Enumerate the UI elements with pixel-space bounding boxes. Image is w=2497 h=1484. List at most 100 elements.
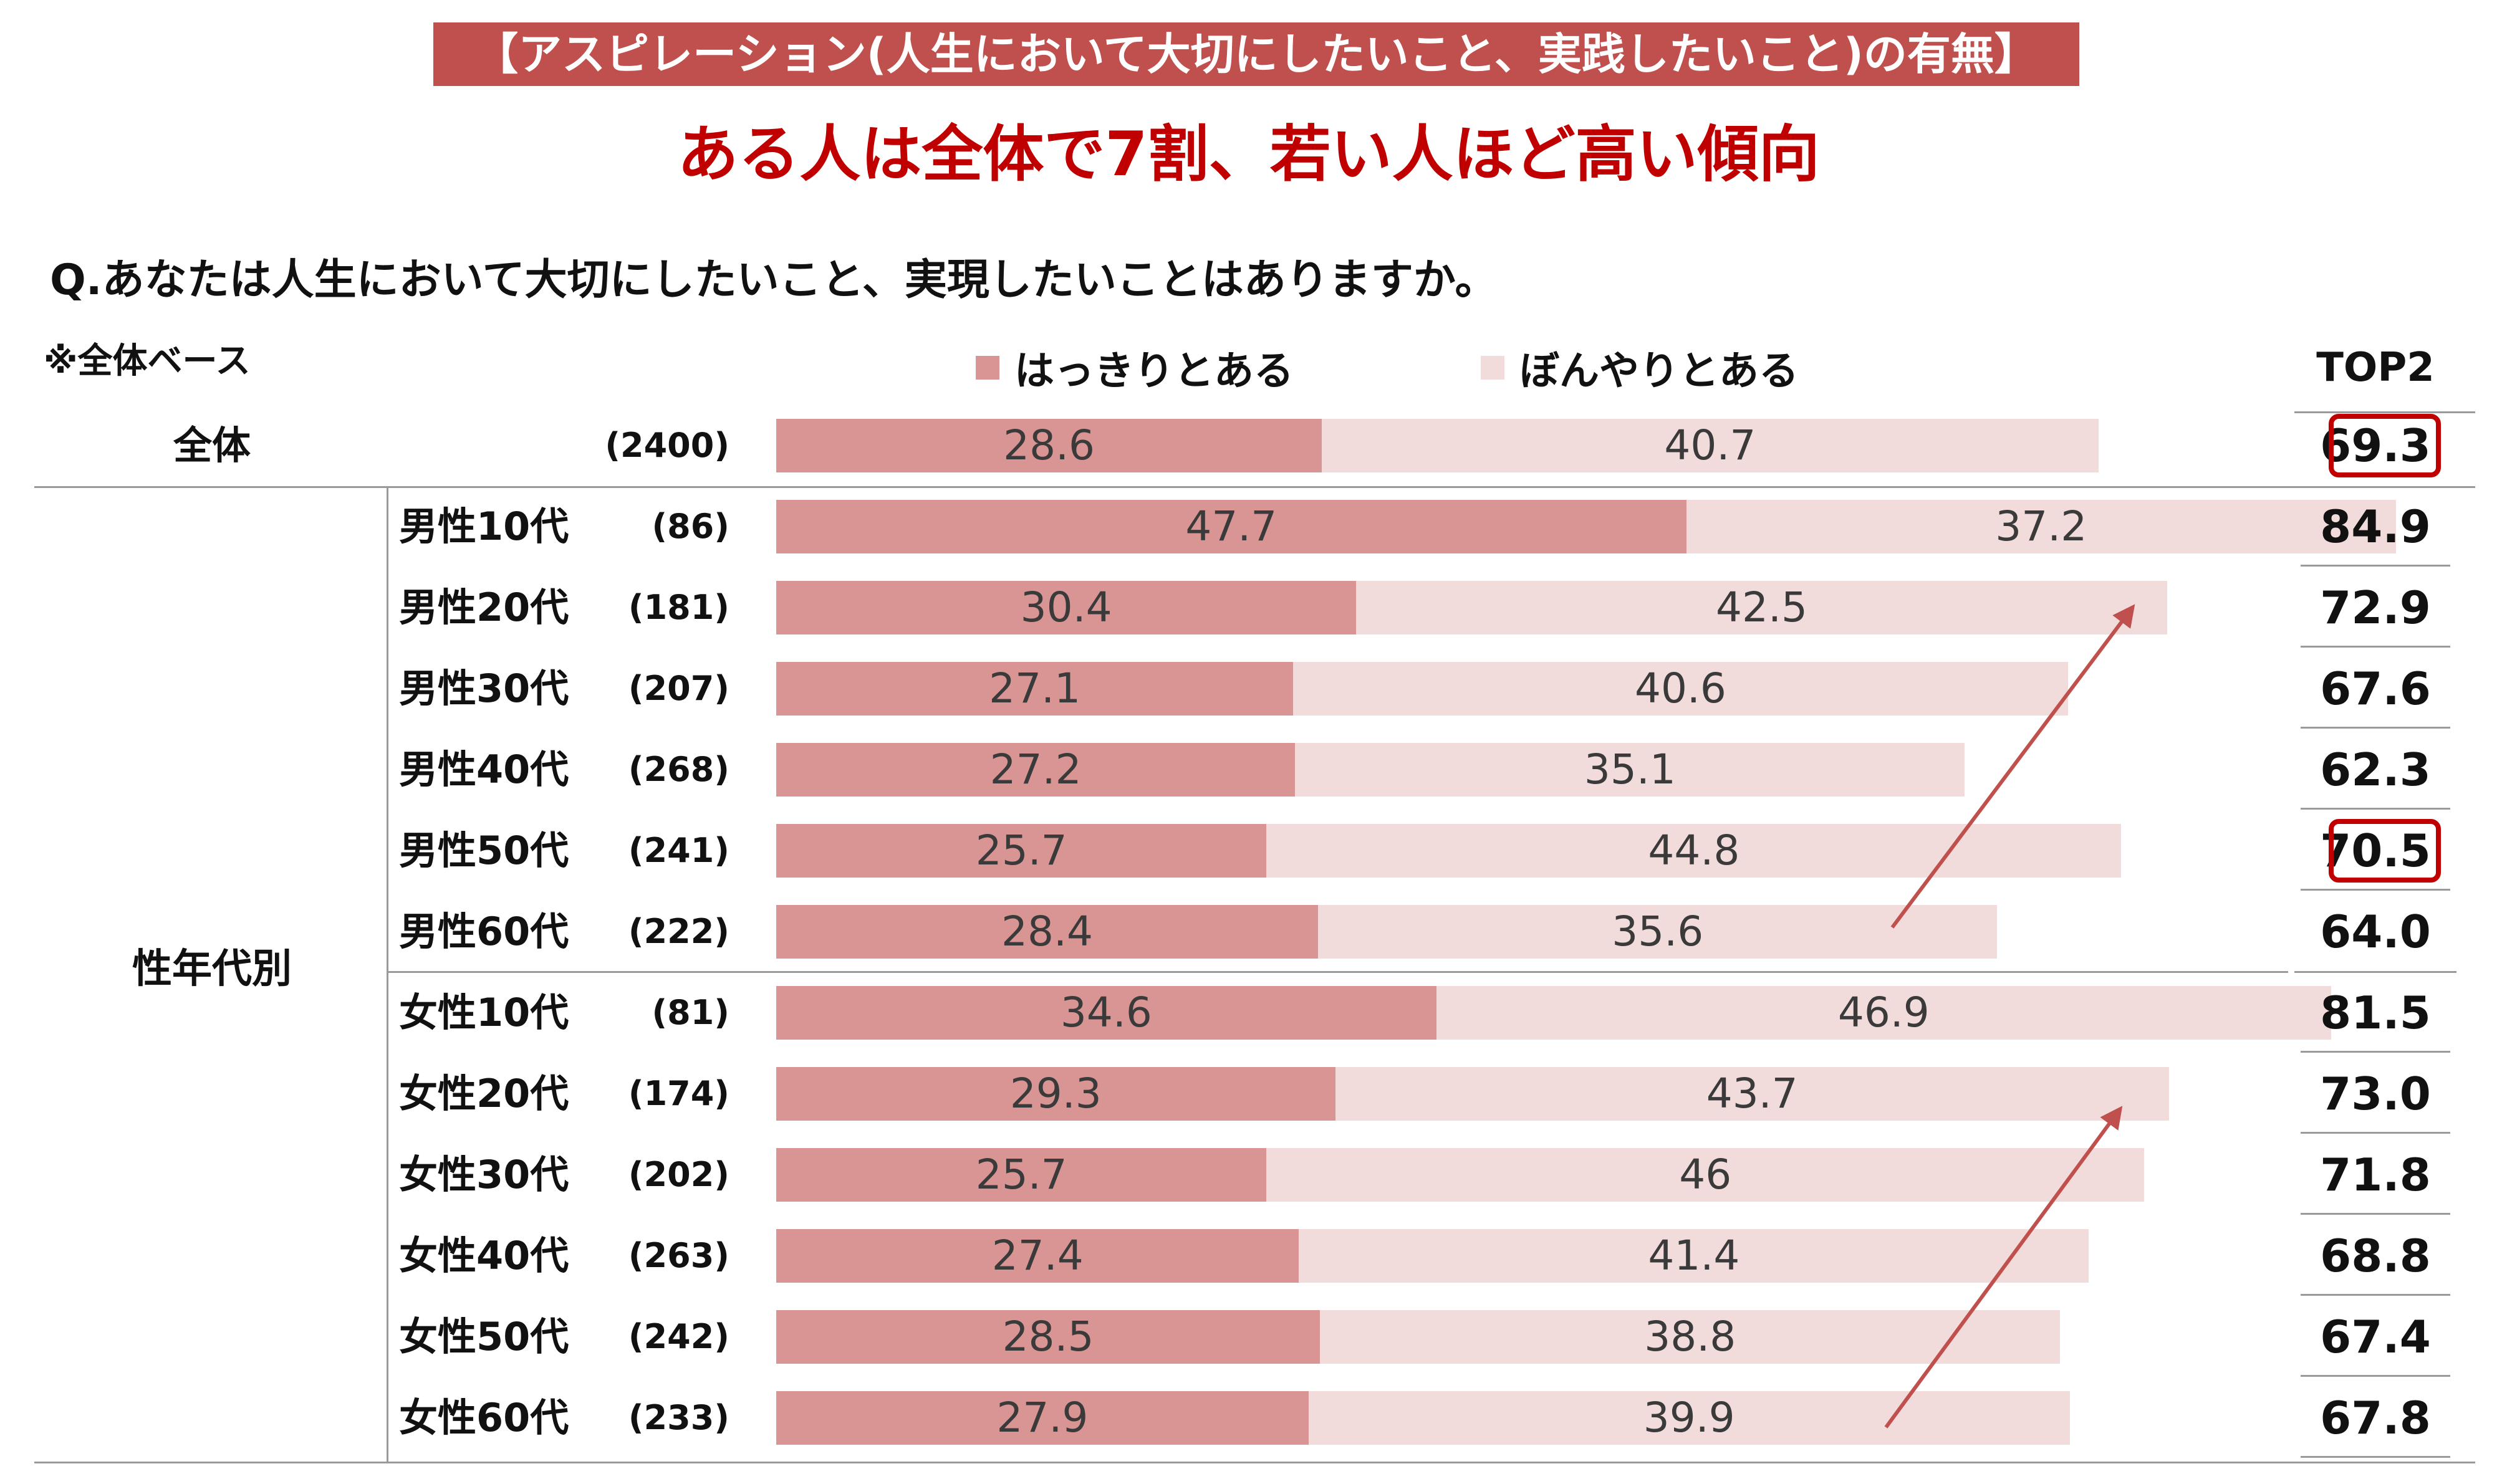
top2-row-divider — [2301, 889, 2450, 891]
bar-row: 男性50代 (241) 25.7 44.8 70.5 — [0, 810, 2497, 891]
top2-row-divider — [2301, 1051, 2450, 1053]
bar-row: 男性30代 (207) 27.1 40.6 67.6 — [0, 648, 2497, 729]
legend-swatch-vague — [1481, 356, 1504, 380]
bar-segment-clear: 30.4 — [776, 581, 1357, 634]
top2-value: 81.5 — [2320, 987, 2431, 1039]
bar-segment-vague: 40.6 — [1293, 662, 2068, 716]
top2-value: 64.0 — [2320, 906, 2431, 958]
category-label: 全体 — [173, 423, 251, 468]
bar-segment-clear: 47.7 — [776, 500, 1686, 553]
bar-row: 男性10代 (86) 47.7 37.2 84.9 — [0, 486, 2497, 567]
top2-row-divider — [2301, 727, 2450, 729]
top2-value: 84.9 — [2320, 500, 2431, 553]
sample-size: (202) — [628, 1155, 729, 1194]
bar-segment-vague: 46 — [1266, 1148, 2144, 1202]
bar-row: 男性20代 (181) 30.4 42.5 72.9 — [0, 567, 2497, 648]
bar-segment-vague: 46.9 — [1436, 986, 2331, 1040]
group-label: 性年代別 — [132, 946, 292, 992]
bar-segment-clear: 28.4 — [776, 905, 1319, 959]
bar-segment-vague: 44.8 — [1266, 824, 2122, 878]
top2-value: 67.6 — [2320, 663, 2431, 715]
category-label: 女性30代 — [399, 1152, 569, 1197]
sample-size: (181) — [628, 588, 729, 627]
sample-size: (241) — [628, 831, 729, 870]
banner-title: 【アスピレーション(人生において大切にしたいこと、実践したいこと)の有無】 — [433, 22, 2079, 86]
bar-segment-clear: 25.7 — [776, 824, 1267, 878]
sample-size: (81) — [652, 993, 729, 1032]
top2-value: 71.8 — [2320, 1149, 2431, 1201]
top2-row-divider — [2301, 1132, 2450, 1134]
top2-row-divider — [2301, 565, 2450, 567]
top2-row-divider — [2301, 1375, 2450, 1377]
category-label: 女性60代 — [399, 1395, 569, 1440]
category-label: 女性10代 — [399, 990, 569, 1035]
bar-segment-clear: 25.7 — [776, 1148, 1267, 1202]
bar-segment-vague: 39.9 — [1308, 1391, 2070, 1445]
bar-segment-clear: 27.1 — [776, 662, 1294, 716]
top2-highlight-box — [2329, 414, 2441, 477]
bar-row: 女性60代 (233) 27.9 39.9 67.8 — [0, 1377, 2497, 1458]
sample-size: (242) — [628, 1317, 729, 1356]
bar-segment-clear: 27.4 — [776, 1229, 1299, 1283]
question-text: Q.あなたは人生において大切にしたいこと、実現したいことはありますか。 — [50, 256, 1498, 305]
bar-row: 女性40代 (263) 27.4 41.4 68.8 — [0, 1215, 2497, 1296]
top2-value: 73.0 — [2320, 1068, 2431, 1120]
legend-swatch-clear — [976, 356, 999, 380]
bar-segment-vague: 35.1 — [1295, 743, 1965, 797]
top2-divider — [2294, 411, 2475, 413]
total-divider — [34, 486, 2475, 488]
sample-size: (207) — [628, 669, 729, 708]
sample-size: (222) — [628, 912, 729, 951]
bar-segment-vague: 42.5 — [1356, 581, 2167, 634]
bar-segment-clear: 27.9 — [776, 1391, 1309, 1445]
headline: ある人は全体で7割、若い人ほど高い傾向 — [677, 119, 1820, 190]
top2-row-divider — [2301, 1213, 2450, 1215]
sample-size: (268) — [628, 750, 729, 789]
bar-row: 女性50代 (242) 28.5 38.8 67.4 — [0, 1296, 2497, 1377]
legend-item-vague: ぼんやりとある — [1481, 343, 1799, 395]
top2-value: 70.5 — [2320, 825, 2431, 877]
sample-size: (2400) — [605, 426, 729, 465]
top2-row-divider — [2301, 646, 2450, 648]
bar-segment-vague: 35.6 — [1318, 905, 1998, 959]
top2-row-divider — [2301, 808, 2450, 810]
gender-divider — [387, 971, 2288, 973]
bar-segment-vague: 38.8 — [1320, 1310, 2061, 1364]
bar-segment-vague: 40.7 — [1322, 419, 2099, 472]
top2-row-divider — [2301, 1294, 2450, 1296]
bar-segment-clear: 29.3 — [776, 1067, 1335, 1121]
bar-row: 女性20代 (174) 29.3 43.7 73.0 — [0, 1053, 2497, 1134]
bottom-rule — [34, 1462, 2475, 1463]
category-label: 男性10代 — [399, 504, 569, 549]
top2-value: 67.4 — [2320, 1311, 2431, 1363]
category-label: 男性60代 — [399, 909, 569, 954]
bar-row: 男性40代 (268) 27.2 35.1 62.3 — [0, 729, 2497, 810]
sample-size: (174) — [628, 1074, 729, 1113]
bar-row: 全体 (2400) 28.6 40.7 69.3 — [0, 405, 2497, 486]
top2-header: TOP2 — [2316, 345, 2435, 391]
base-note: ※全体ベース — [44, 341, 251, 381]
male-trend-arrow — [1890, 604, 2135, 929]
bar-row: 女性30代 (202) 25.7 46 71.8 — [0, 1134, 2497, 1215]
sample-size: (233) — [628, 1398, 729, 1437]
top2-value: 62.3 — [2320, 744, 2431, 796]
top2-value: 72.9 — [2320, 582, 2431, 634]
group-divider — [387, 486, 388, 1462]
category-label: 男性30代 — [399, 666, 569, 711]
sample-size: (263) — [628, 1236, 729, 1275]
top2-divider — [2294, 971, 2456, 973]
legend-label-vague: ぼんやりとある — [1519, 348, 1799, 395]
bar-row: 男性60代 (222) 28.4 35.6 64.0 — [0, 891, 2497, 972]
female-trend-arrow — [1884, 1106, 2123, 1429]
category-label: 男性50代 — [399, 828, 569, 873]
bar-segment-vague: 37.2 — [1686, 500, 2396, 553]
category-label: 男性20代 — [399, 585, 569, 630]
category-label: 女性50代 — [399, 1314, 569, 1359]
bar-segment-vague: 43.7 — [1335, 1067, 2169, 1121]
sample-size: (86) — [652, 507, 729, 546]
top2-value: 67.8 — [2320, 1392, 2431, 1444]
top2-value: 69.3 — [2320, 419, 2431, 472]
top2-row-divider — [2301, 1456, 2450, 1458]
